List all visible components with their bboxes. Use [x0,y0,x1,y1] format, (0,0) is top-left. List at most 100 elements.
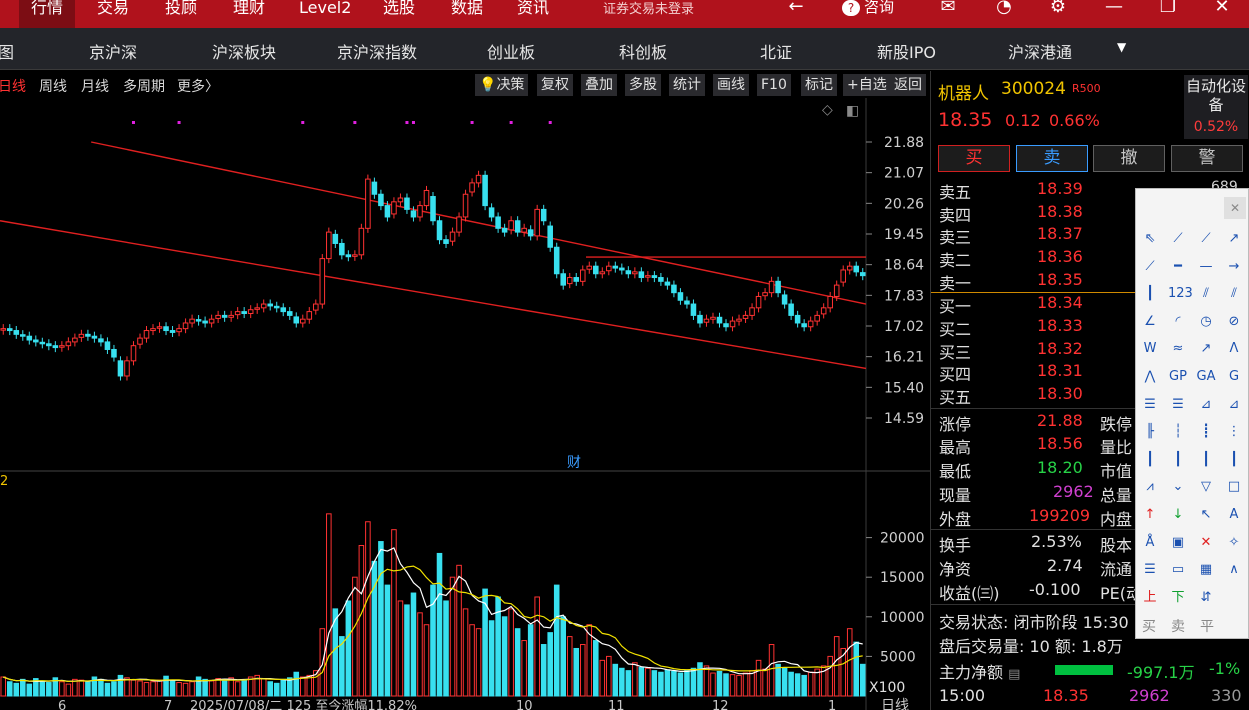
trend-icon[interactable]: ↗ [1200,341,1212,357]
g-icon[interactable]: G [1228,369,1240,384]
login-status[interactable]: 证券交易未登录 [603,2,695,17]
palette-text-1[interactable]: 卖 [1171,619,1185,635]
text-bold-icon[interactable]: Å [1145,534,1155,550]
ask-price[interactable]: 18.39 [1037,179,1083,198]
menu-zixun[interactable]: 资讯 [517,0,550,17]
sell-button[interactable]: 卖 [1016,145,1088,172]
clear-icon[interactable]: ✧ [1228,534,1240,550]
rect-icon[interactable]: □ [1227,479,1241,495]
down-chevron-icon[interactable]: ⌄ [1172,479,1184,495]
tab-star-market[interactable]: 科创板 [619,43,668,62]
multi-stock-button[interactable]: 多股 [625,74,661,96]
cancel-order-button[interactable]: 撤 [1093,145,1165,172]
consult-button[interactable]: ? 咨询 [842,0,894,16]
palette-text-0[interactable]: 买 [1142,619,1156,635]
bid-price[interactable]: 18.34 [1037,293,1083,312]
gann-fan-icon[interactable]: ⊿ [1228,396,1240,412]
menu-licai[interactable]: 理财 [233,0,266,17]
bars-icon[interactable]: ┃ [1146,451,1154,467]
cycle-icon[interactable]: ╟ [1146,424,1154,440]
period-more[interactable]: 更多〉 [177,79,219,95]
bid-price[interactable]: 18.30 [1037,384,1083,403]
keyboard-icon[interactable]: ▭ [1171,562,1185,578]
circle-icon[interactable]: ◷ [1200,313,1212,329]
gann-icon[interactable]: ⊿ [1200,396,1212,412]
menu-jiaoyi[interactable]: 交易 [97,0,130,17]
balance-icon[interactable]: ⇵ [1200,589,1212,605]
bid-price[interactable]: 18.32 [1037,339,1083,358]
palette-close-icon[interactable]: ✕ [1224,197,1246,219]
maximize-icon[interactable]: ❐ [1159,0,1177,17]
palette-text-2[interactable]: 平 [1200,619,1214,635]
period-daily[interactable]: 日线 [0,79,26,95]
close-icon[interactable]: ✕ [1214,0,1230,17]
stats-button[interactable]: 统计 [669,74,705,96]
menu-level2[interactable]: Level2 [299,0,352,17]
menu-xuangu[interactable]: 选股 [383,0,416,17]
horizontal-line-icon[interactable]: — [1199,258,1213,274]
hand-arrow-icon[interactable]: ↖ [1200,507,1212,522]
tab-chinext[interactable]: 创业板 [487,43,536,62]
zigzag-icon[interactable]: ≈ [1172,341,1184,357]
up-arrow-icon[interactable]: ↑ [1144,507,1156,522]
buy-button[interactable]: 买 [938,145,1010,172]
menu-hangqing[interactable]: 行情 [19,0,76,28]
mail-icon[interactable]: ✉ [940,0,956,17]
horizontal-ray-icon[interactable]: → [1228,258,1240,274]
ga-icon[interactable]: GA [1196,369,1216,384]
note-icon[interactable]: ☰ [1144,562,1156,578]
alert-button[interactable]: 警 [1171,145,1243,172]
tab-beizheng[interactable]: 北证 [760,43,793,62]
text-icon[interactable]: A [1229,507,1239,522]
tri-bars-icon[interactable]: ┃ [1230,451,1238,467]
minimize-icon[interactable]: — [1105,0,1123,17]
period-multi[interactable]: 多周期 [123,79,165,95]
vertical-line-icon[interactable]: ┃ [1146,286,1154,302]
down-arrow-icon[interactable]: ↓ [1172,507,1184,522]
grid-icon[interactable]: ⋮ [1227,424,1241,440]
fibo-icon[interactable]: ☰ [1144,396,1156,412]
back-arrow-icon[interactable]: ← [788,0,804,17]
ask-price[interactable]: 18.38 [1037,202,1083,221]
kline-chart[interactable]: 21.88 21.07 20.26 19.45 18.64 17.83 17.02 16.21… [0,98,930,710]
period-monthly[interactable]: 月线 [81,79,109,95]
down-label-icon[interactable]: 下 [1171,589,1185,605]
mark-button[interactable]: 标记 [801,74,837,96]
finance-marker[interactable]: 财 [567,455,581,471]
arrow-line-icon[interactable]: ↗ [1228,231,1240,246]
extend-line-icon[interactable]: ⟋ [1145,258,1155,274]
tab-hushen-sector[interactable]: 沪深板块 [212,43,277,62]
decision-button[interactable]: 💡决策 [475,74,529,96]
channel-icon[interactable]: ⫽ [1231,286,1237,302]
menu-shuju[interactable]: 数据 [451,0,484,17]
settings-icon[interactable]: ⚙ [1049,0,1067,17]
alt-bars-icon[interactable]: ┃ [1202,451,1210,467]
line-icon[interactable]: ⟋ [1173,231,1183,246]
angle-icon[interactable]: ∠ [1144,313,1156,329]
ray-icon[interactable]: ⟋ [1201,231,1211,246]
ask-price[interactable]: 18.35 [1037,270,1083,289]
pie-chart-icon[interactable]: ◔ [996,0,1012,17]
tabs-dropdown-icon[interactable]: ▼ [1117,40,1127,54]
fibo-time-icon[interactable]: ☰ [1172,396,1184,412]
add-favorite-button[interactable]: +自选 [843,74,891,96]
tab-ipo[interactable]: 新股IPO [877,43,936,62]
panel-toggle-icon[interactable]: ◧ [846,103,859,119]
ruler-icon[interactable]: ┆ [1174,424,1182,440]
horizontal-segment-icon[interactable]: ━ [1174,258,1182,274]
tab-jinghushen[interactable]: 京沪深 [89,43,138,62]
f10-button[interactable]: F10 [757,74,791,96]
calculator-icon[interactable]: ▤ [1008,667,1021,682]
cursor-icon[interactable]: ⇖ [1144,231,1156,246]
delete-icon[interactable]: ✕ [1200,534,1212,550]
period-weekly[interactable]: 周线 [39,79,67,95]
gp-icon[interactable]: GP [1169,369,1187,384]
wave-icon[interactable]: W [1143,341,1157,357]
return-button[interactable]: 返回 [890,74,926,96]
adjust-button[interactable]: 复权 [537,74,573,96]
ask-price[interactable]: 18.37 [1037,224,1083,243]
triangle-icon[interactable]: ▽ [1201,479,1211,495]
bid-price[interactable]: 18.33 [1037,316,1083,335]
time-grid-icon[interactable]: ┋ [1202,424,1210,440]
draw-line-button[interactable]: 画线 [713,74,749,96]
